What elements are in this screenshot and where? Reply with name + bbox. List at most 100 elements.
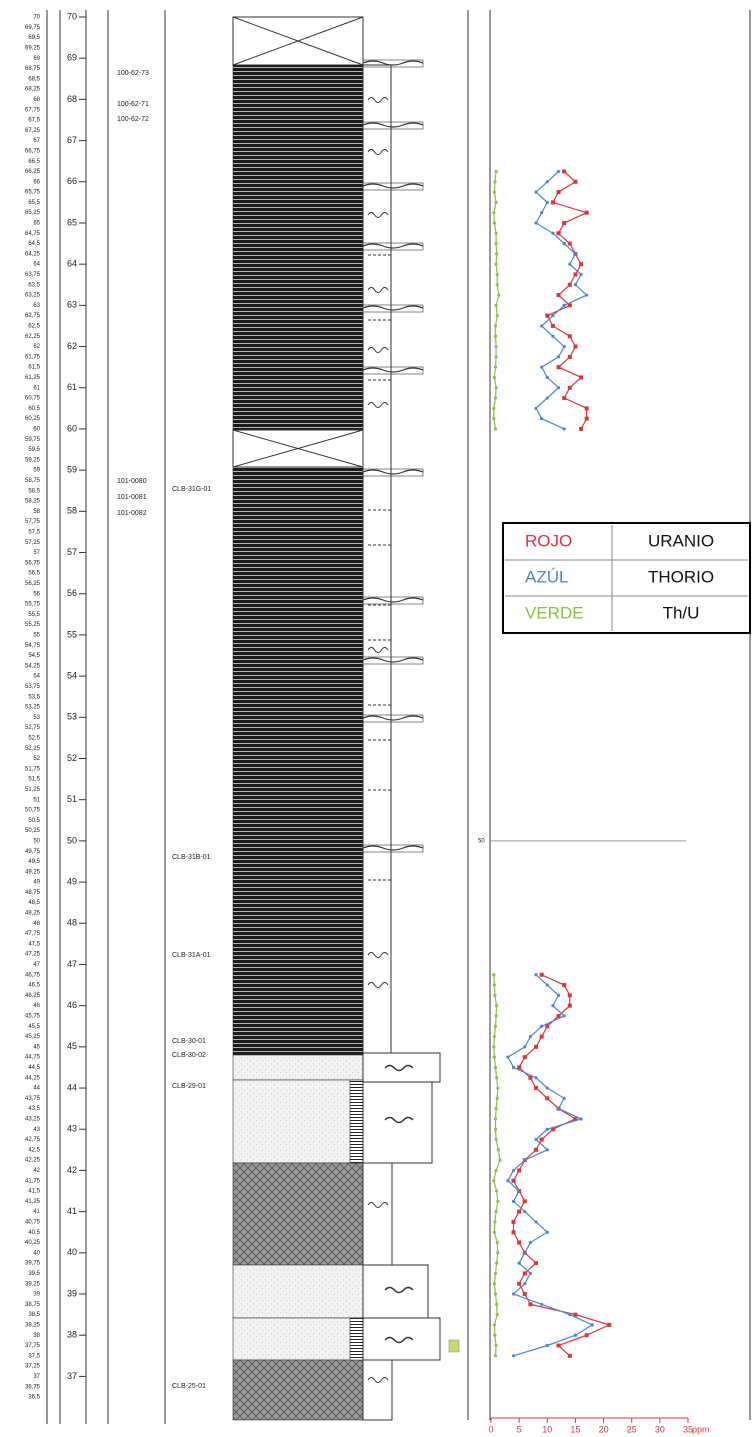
series-point bbox=[517, 1210, 521, 1214]
depth-label: 58,5 bbox=[28, 488, 40, 494]
sample-label: CLB-31B-01 bbox=[172, 854, 211, 861]
depth-label: 70 bbox=[33, 15, 40, 21]
depth-label: 39 bbox=[33, 1292, 40, 1298]
series-point bbox=[492, 973, 495, 976]
depth-label: 42,5 bbox=[28, 1147, 40, 1153]
series-point bbox=[494, 324, 497, 327]
series-point bbox=[557, 365, 561, 369]
series-point bbox=[512, 1179, 516, 1183]
series-point bbox=[546, 1344, 549, 1347]
y-tick-label: 60 bbox=[67, 423, 77, 433]
depth-label: 48,25 bbox=[25, 911, 41, 917]
series-point bbox=[494, 1138, 497, 1141]
lithology-layer bbox=[233, 1055, 363, 1080]
depth-label: 38,5 bbox=[28, 1312, 40, 1318]
depth-label: 55 bbox=[33, 632, 40, 638]
series-point bbox=[563, 242, 566, 245]
depth-label: 61,75 bbox=[25, 354, 41, 360]
depth-marker-label: 50 bbox=[478, 838, 485, 844]
series-point bbox=[523, 1199, 527, 1203]
depth-label: 42 bbox=[33, 1168, 40, 1174]
series-point bbox=[493, 1323, 496, 1326]
y-tick-label: 63 bbox=[67, 300, 77, 310]
series-line bbox=[514, 172, 610, 1356]
depth-label: 44,5 bbox=[28, 1065, 40, 1071]
depth-label: 49,5 bbox=[28, 859, 40, 865]
depth-label: 54,25 bbox=[25, 663, 41, 669]
depth-label: 60,25 bbox=[25, 416, 41, 422]
depth-label: 60,5 bbox=[28, 406, 40, 412]
structure-bed bbox=[363, 61, 423, 65]
depth-label: 44,75 bbox=[25, 1055, 41, 1061]
legend-entry: THORIO bbox=[648, 567, 714, 586]
series-point bbox=[562, 169, 566, 173]
lithology-layer bbox=[233, 467, 363, 1055]
depth-label: 67,75 bbox=[25, 107, 41, 113]
series-point bbox=[562, 396, 566, 400]
depth-label: 39,75 bbox=[25, 1261, 41, 1267]
series-point bbox=[528, 1302, 532, 1306]
series-point bbox=[494, 1344, 497, 1347]
depth-label: 53 bbox=[33, 715, 40, 721]
series-point bbox=[568, 993, 572, 997]
depth-label: 63 bbox=[33, 303, 40, 309]
series-point bbox=[562, 983, 566, 987]
depth-label: 61 bbox=[33, 385, 40, 391]
depth-label: 49,25 bbox=[25, 869, 41, 875]
series-point bbox=[534, 1076, 537, 1079]
series-point bbox=[551, 232, 554, 235]
y-tick-label: 45 bbox=[67, 1041, 77, 1051]
depth-label: 49,75 bbox=[25, 849, 41, 855]
series-point bbox=[573, 345, 577, 349]
series-point bbox=[574, 283, 577, 286]
depth-label: 69,25 bbox=[25, 45, 41, 51]
series-point bbox=[495, 1076, 498, 1079]
depth-label: 48,5 bbox=[28, 900, 40, 906]
series-point bbox=[545, 314, 549, 318]
series-point bbox=[562, 221, 566, 225]
sample-label: 101-0080 bbox=[117, 478, 147, 485]
depth-label: 58,25 bbox=[25, 499, 41, 505]
depth-label: 59,25 bbox=[25, 457, 41, 463]
series-point bbox=[534, 1220, 537, 1223]
y-tick-label: 50 bbox=[67, 835, 77, 845]
series-point bbox=[607, 1323, 611, 1327]
series-point bbox=[546, 1128, 549, 1131]
lithology-strip bbox=[350, 1318, 363, 1360]
series-point bbox=[493, 1231, 496, 1234]
depth-label: 61,5 bbox=[28, 365, 40, 371]
series-point bbox=[495, 252, 498, 255]
series-point bbox=[494, 1354, 497, 1357]
depth-label: 56 bbox=[33, 591, 40, 597]
series-point bbox=[557, 994, 560, 997]
series-point bbox=[493, 376, 496, 379]
series-point bbox=[563, 345, 566, 348]
depth-label: 59,5 bbox=[28, 447, 40, 453]
depth-label: 64,5 bbox=[28, 241, 40, 247]
series-point bbox=[534, 1148, 538, 1152]
series-point bbox=[518, 1189, 521, 1192]
depth-label: 50,75 bbox=[25, 808, 41, 814]
series-point bbox=[512, 1220, 516, 1224]
series-point bbox=[557, 190, 561, 194]
y-tick-label: 43 bbox=[67, 1124, 77, 1134]
series-point bbox=[585, 417, 589, 421]
depth-label: 65,5 bbox=[28, 200, 40, 206]
series-point bbox=[557, 386, 560, 389]
series-point bbox=[534, 1086, 538, 1090]
y-tick-label: 69 bbox=[67, 53, 77, 63]
structure-box bbox=[363, 1318, 440, 1360]
series-point bbox=[494, 1292, 497, 1295]
series-point bbox=[492, 1045, 495, 1048]
series-point bbox=[494, 1025, 497, 1028]
depth-label: 56,75 bbox=[25, 560, 41, 566]
series-point bbox=[494, 304, 497, 307]
depth-label: 66 bbox=[33, 179, 40, 185]
series-point bbox=[493, 1056, 496, 1059]
series-point bbox=[568, 334, 572, 338]
sample-label: 100-62-73 bbox=[117, 70, 149, 77]
y-tick-label: 56 bbox=[67, 588, 77, 598]
series-point bbox=[529, 1272, 532, 1275]
series-point bbox=[529, 1035, 532, 1038]
series-point bbox=[498, 1159, 501, 1162]
